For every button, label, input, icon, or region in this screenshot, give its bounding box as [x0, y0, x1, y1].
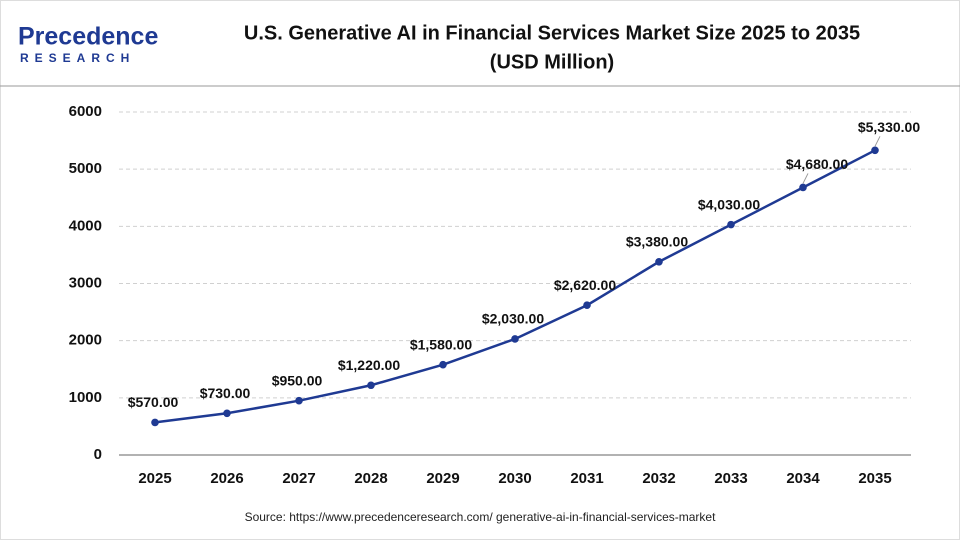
x-tick-label: 2033 [714, 470, 747, 487]
point [223, 409, 231, 418]
data-label: $3,380.00 [626, 233, 688, 249]
x-tick-label: 2034 [786, 470, 820, 487]
y-tick-label: 1000 [69, 389, 102, 406]
y-tick-label: 5000 [69, 160, 102, 177]
point [511, 335, 519, 343]
logo-sub: RESEARCH [20, 51, 135, 65]
point [655, 257, 663, 266]
data-label: $1,580.00 [410, 336, 472, 352]
x-tick-label: 2031 [570, 470, 603, 487]
data-label: $5,330.00 [858, 119, 920, 135]
point [727, 220, 735, 229]
data-label: $950.00 [272, 372, 323, 388]
point [151, 418, 159, 427]
y-tick-label: 3000 [69, 274, 102, 291]
leader-line [874, 136, 881, 147]
data-label: $4,680.00 [786, 156, 848, 172]
x-tick-label: 2025 [138, 470, 171, 487]
y-tick-label: 0 [94, 446, 102, 463]
x-tick-label: 2028 [354, 470, 387, 487]
y-tick-label: 4000 [69, 217, 102, 234]
x-tick-label: 2035 [858, 470, 891, 487]
logo-name: Precedence [18, 23, 158, 51]
x-tick-label: 2029 [426, 470, 459, 487]
data-label: $1,220.00 [338, 357, 400, 373]
leader-line [802, 173, 809, 184]
x-tick-label: 2027 [282, 470, 315, 487]
data-label: $2,030.00 [482, 311, 544, 327]
chart-subtitle: (USD Million) [490, 51, 614, 73]
point [295, 396, 303, 405]
data-label: $730.00 [200, 385, 251, 401]
y-tick-label: 2000 [69, 332, 102, 349]
chart-title: U.S. Generative AI in Financial Services… [244, 22, 860, 44]
source: Source: https://www.precedenceresearch.c… [245, 510, 717, 524]
data-label: $570.00 [128, 394, 179, 410]
data-label: $2,620.00 [554, 277, 616, 293]
y-tick-label: 6000 [69, 103, 102, 120]
point [583, 301, 591, 310]
point [871, 146, 879, 155]
x-tick-label: 2026 [210, 470, 243, 487]
point [799, 183, 807, 192]
point [367, 381, 375, 390]
point [439, 360, 447, 369]
logo: Precedence RESEARCH [18, 23, 158, 66]
data-label: $4,030.00 [698, 196, 760, 212]
x-tick-label: 2032 [642, 470, 675, 487]
x-tick-label: 2030 [498, 470, 531, 487]
